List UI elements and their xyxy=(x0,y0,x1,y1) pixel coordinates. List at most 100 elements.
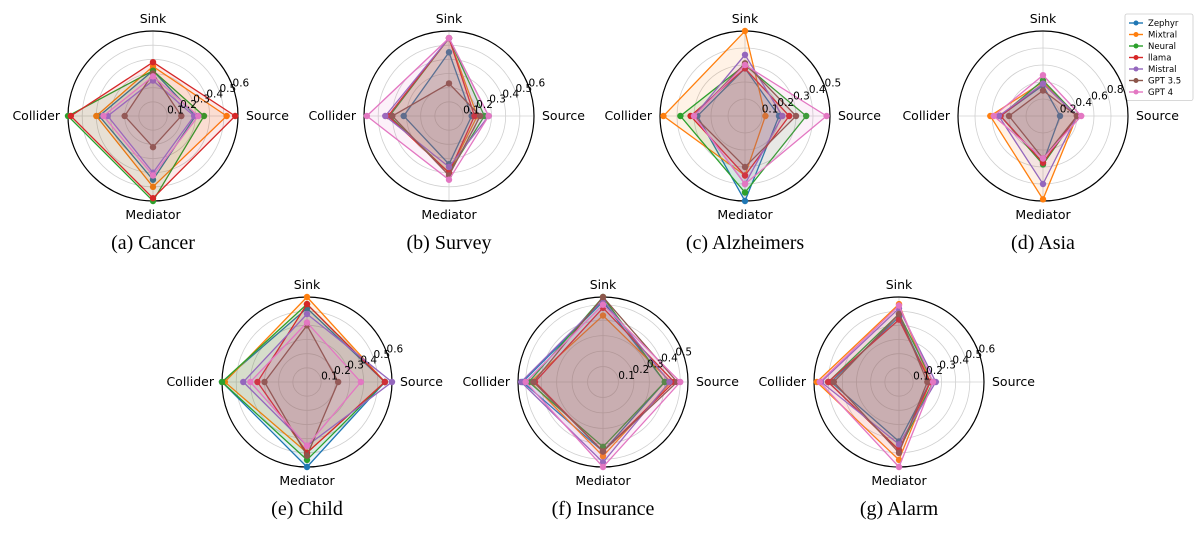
series-point xyxy=(924,378,931,386)
tick-label: 0.4 xyxy=(661,352,678,364)
series-point xyxy=(381,378,389,386)
legend-label: GPT 4 xyxy=(1148,88,1173,98)
series-polygon xyxy=(818,304,934,469)
series-point xyxy=(823,112,830,120)
series-point xyxy=(149,172,157,179)
series-point xyxy=(666,378,673,386)
radar-panel: 0.10.20.30.40.50.6 Source Sink Collider Medi… xyxy=(758,277,1035,520)
tick-label: 0.4 xyxy=(360,354,377,366)
axis-label: Source xyxy=(1136,108,1179,123)
series-point xyxy=(1078,112,1085,120)
axis-label: Source xyxy=(246,108,289,123)
tick-label: 0.3 xyxy=(793,90,810,102)
tick-label: 0.5 xyxy=(219,83,236,95)
radar-panel: 0.10.20.30.40.5 Source Sink Collider Mediato… xyxy=(462,277,739,520)
axis-label: Sink xyxy=(294,277,321,292)
series-point xyxy=(247,378,254,386)
tick-label: 0.6 xyxy=(979,343,996,355)
axis-label: Source xyxy=(696,374,739,389)
series-point xyxy=(303,452,311,459)
series-point xyxy=(93,112,100,120)
legend-label: llama xyxy=(1148,54,1171,64)
series-point xyxy=(1039,80,1047,87)
tick-label: 0.2 xyxy=(334,365,351,377)
axis-label: Sink xyxy=(886,277,913,292)
series-point xyxy=(741,27,749,35)
tick-label: 0.1 xyxy=(167,105,184,117)
series-point xyxy=(741,61,749,69)
series-point xyxy=(149,73,157,80)
series-point xyxy=(445,163,453,171)
series-point xyxy=(779,112,786,120)
series-point xyxy=(990,112,997,120)
radar-panel: 0.10.20.30.40.50.6 Source Sink Collider Medi… xyxy=(12,11,289,254)
legend-swatch-marker xyxy=(1133,66,1139,72)
series-point xyxy=(485,112,492,120)
axis-label: Source xyxy=(400,374,443,389)
axis-label: Mediator xyxy=(421,207,477,222)
series-point xyxy=(1005,112,1013,120)
series-point xyxy=(895,463,903,471)
series-point xyxy=(67,112,75,120)
series-point xyxy=(100,112,107,120)
tick-label: 0.1 xyxy=(321,371,338,383)
tick-label: 0.1 xyxy=(762,103,779,115)
tick-label: 0.5 xyxy=(675,346,692,358)
legend-label: Mixtral xyxy=(1148,31,1177,41)
series-point xyxy=(303,300,311,308)
series-polygon xyxy=(992,74,1083,160)
series-point xyxy=(599,452,607,460)
axis-label: Collider xyxy=(12,108,60,123)
series-point xyxy=(200,112,208,120)
series-point xyxy=(254,378,261,386)
axis-label: Mediator xyxy=(575,473,631,488)
series-point xyxy=(517,378,525,386)
axis-label: Mediator xyxy=(1015,207,1071,222)
legend-swatch-marker xyxy=(1133,78,1139,83)
series-point xyxy=(149,143,157,151)
axis-label: Source xyxy=(838,108,881,123)
legend-label: Zephyr xyxy=(1148,19,1179,29)
series-point xyxy=(599,443,607,451)
series-point xyxy=(830,378,838,386)
series-point xyxy=(363,112,371,120)
series-point xyxy=(400,112,407,120)
series-point xyxy=(1039,155,1047,162)
series-point xyxy=(1056,112,1064,120)
axis-label: Sink xyxy=(590,277,617,292)
series-point xyxy=(895,310,903,318)
axis-label: Collider xyxy=(902,108,950,123)
series-point xyxy=(530,378,537,386)
series-point xyxy=(929,378,937,386)
series-point xyxy=(741,189,749,196)
series-point xyxy=(303,463,311,471)
series-point xyxy=(231,112,239,120)
tick-label: 0.4 xyxy=(952,354,969,366)
axis-label: Collider xyxy=(462,374,510,389)
legend-label: Neural xyxy=(1148,42,1176,52)
series-point xyxy=(522,378,529,386)
series-point xyxy=(816,378,823,386)
series-point xyxy=(677,378,684,386)
series-point xyxy=(690,112,698,120)
series-point xyxy=(178,112,185,120)
axis-label: Collider xyxy=(308,108,356,123)
series-point xyxy=(149,183,157,191)
panel-caption: (g) Alarm xyxy=(860,498,939,520)
panel-caption: (b) Survey xyxy=(407,232,492,254)
series-point xyxy=(824,378,832,386)
radar-panel: 0.20.40.60.8 Source Sink Collider Mediator (d… xyxy=(902,11,1179,254)
series-point xyxy=(995,112,1002,120)
tick-label: 0.4 xyxy=(1075,97,1092,109)
tick-label: 0.5 xyxy=(373,349,390,361)
tick-label: 0.3 xyxy=(939,360,956,372)
legend-swatch-marker xyxy=(1133,55,1139,60)
series-point xyxy=(218,378,226,386)
series-point xyxy=(1039,87,1047,94)
series-point xyxy=(599,312,607,319)
tick-label: 0.2 xyxy=(777,97,794,109)
series-point xyxy=(382,112,389,120)
series-point xyxy=(303,442,311,449)
tick-label: 0.1 xyxy=(913,371,930,383)
tick-label: 0.2 xyxy=(633,364,650,376)
